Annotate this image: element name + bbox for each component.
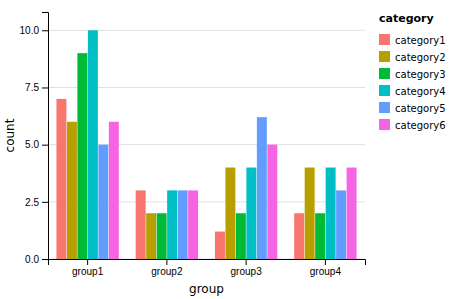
chart: group1 group2 group3 group4 0.0 2.5 5.0 7.5 10.0… xyxy=(0,0,474,299)
legend: category category1 category2 category3 categ… xyxy=(379,12,446,131)
bar xyxy=(326,168,336,259)
tick: 10.0 xyxy=(20,25,48,36)
tick-label: 5.0 xyxy=(25,139,39,150)
legend-label: category4 xyxy=(395,86,446,97)
legend-item: category1 xyxy=(379,34,446,46)
legend-label: category6 xyxy=(395,120,446,131)
legend-item: category2 xyxy=(379,51,446,63)
bar xyxy=(294,213,304,259)
tick-mark xyxy=(42,30,48,31)
bar xyxy=(67,122,77,259)
y-axis-title: count xyxy=(3,118,17,152)
legend-label: category1 xyxy=(395,35,446,46)
y-axis: 0.0 2.5 5.0 7.5 10.0 xyxy=(20,13,49,265)
legend-swatch xyxy=(379,68,390,79)
tick-label: 2.5 xyxy=(25,197,39,208)
legend-swatch xyxy=(379,102,390,113)
axis-line xyxy=(42,13,49,260)
tick-label: 0.0 xyxy=(25,254,39,265)
tick: group3 xyxy=(231,259,263,277)
tick-mark xyxy=(42,259,48,260)
tick-mark xyxy=(42,202,48,203)
bar xyxy=(56,99,66,259)
bar xyxy=(136,190,146,259)
legend-label: category2 xyxy=(395,52,446,63)
legend-item: category6 xyxy=(379,119,446,131)
bar xyxy=(336,190,346,259)
tick: 5.0 xyxy=(25,139,48,150)
bar xyxy=(246,168,256,259)
tick-label: 10.0 xyxy=(20,25,40,36)
tick: 0.0 xyxy=(25,254,48,265)
legend-item: category4 xyxy=(379,85,446,97)
grid xyxy=(48,30,365,259)
axis-line xyxy=(49,260,366,266)
tick-label: group4 xyxy=(310,266,342,277)
x-axis: group1 group2 group3 group4 xyxy=(49,259,366,277)
tick-label: group1 xyxy=(72,266,104,277)
x-axis-title: group xyxy=(189,282,224,296)
bar xyxy=(98,145,108,259)
legend-label: category5 xyxy=(395,103,446,114)
bar xyxy=(167,190,177,259)
bar xyxy=(347,168,357,259)
bar xyxy=(157,213,167,259)
bar xyxy=(88,30,98,259)
legend-label: category3 xyxy=(395,69,446,80)
plot: group1 group2 group3 group4 0.0 2.5 5.0 7.5 10.0 xyxy=(20,13,366,278)
legend-swatch xyxy=(379,85,390,96)
bar xyxy=(77,53,87,259)
tick: group1 xyxy=(72,259,104,277)
tick: 2.5 xyxy=(25,197,48,208)
bar xyxy=(215,232,225,259)
bar xyxy=(315,213,325,259)
legend-item: category5 xyxy=(379,102,446,114)
tick: group4 xyxy=(310,259,342,277)
legend-swatch xyxy=(379,51,390,62)
legend-item: category3 xyxy=(379,68,446,80)
tick-label: group2 xyxy=(151,266,183,277)
tick-mark xyxy=(325,259,326,265)
tick-mark xyxy=(42,145,48,146)
tick: group2 xyxy=(151,259,183,277)
bar xyxy=(236,213,246,259)
bar xyxy=(109,122,119,259)
tick-mark xyxy=(42,87,48,88)
bar xyxy=(267,145,277,259)
bar xyxy=(225,168,235,259)
bars xyxy=(56,30,356,259)
tick: 7.5 xyxy=(25,82,48,93)
bar xyxy=(146,213,156,259)
bar xyxy=(188,190,198,259)
legend-swatch xyxy=(379,34,390,45)
legend-title: category xyxy=(379,12,434,25)
tick-mark xyxy=(166,259,167,265)
bar xyxy=(305,168,315,259)
bar xyxy=(178,190,188,259)
bar xyxy=(257,117,267,259)
tick-label: group3 xyxy=(231,266,263,277)
tick-label: 7.5 xyxy=(25,82,39,93)
tick-mark xyxy=(87,259,88,265)
legend-swatch xyxy=(379,119,390,130)
tick-mark xyxy=(246,259,247,265)
